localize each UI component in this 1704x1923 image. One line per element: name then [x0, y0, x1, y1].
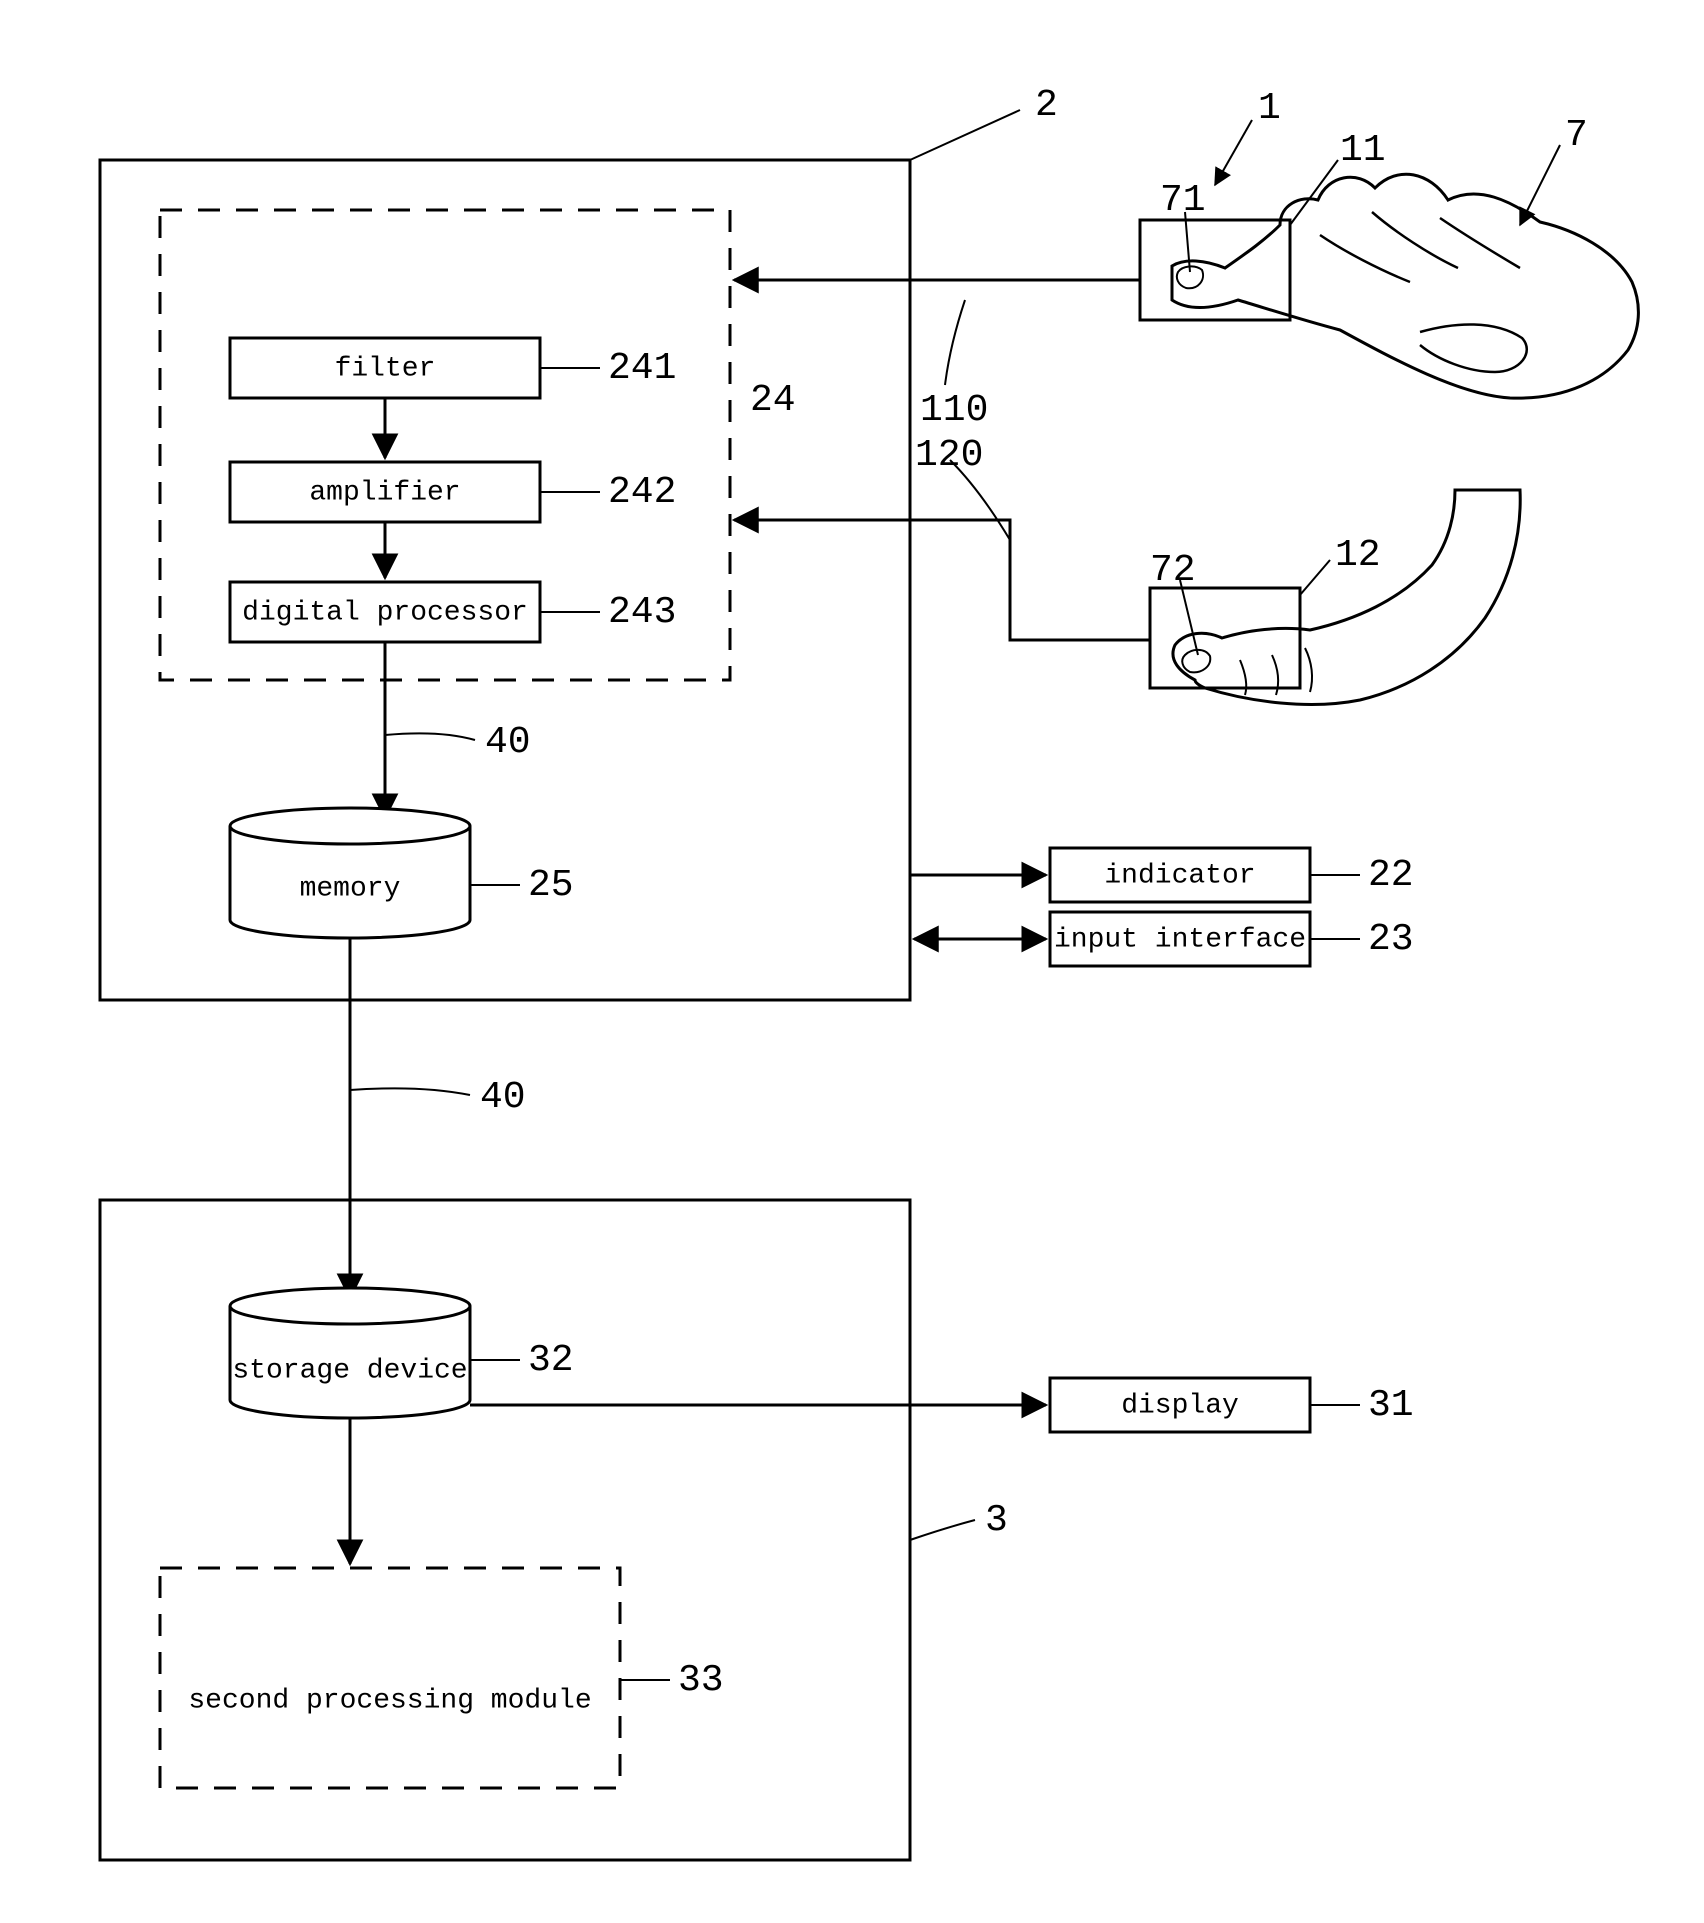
ref-2: 2	[1035, 84, 1058, 127]
ref-32: 32	[528, 1339, 574, 1382]
foot-icon	[1173, 490, 1520, 704]
ref-3: 3	[985, 1499, 1008, 1542]
label-second-processing: second processing module	[188, 1685, 591, 1716]
ref-71: 71	[1160, 179, 1206, 222]
label-indicator: indicator	[1104, 860, 1255, 891]
ref-120: 120	[915, 434, 983, 477]
ref-25: 25	[528, 864, 574, 907]
ref-33: 33	[678, 1659, 724, 1702]
ref-40-b: 40	[480, 1076, 526, 1119]
label-storage-device: storage device	[232, 1355, 467, 1386]
label-amplifier: amplifier	[309, 477, 460, 508]
cylinder-memory: memory	[230, 808, 470, 938]
ref-241: 241	[608, 347, 676, 390]
hand-icon	[1172, 174, 1638, 398]
ref-12: 12	[1335, 534, 1381, 577]
container-lower	[100, 1200, 910, 1860]
container-upper	[100, 160, 910, 1000]
ref-7: 7	[1565, 114, 1588, 157]
ref-243: 243	[608, 591, 676, 634]
box-second-processing-module	[160, 1568, 620, 1788]
arrow-foot-to-module	[734, 520, 1150, 640]
ref-11: 11	[1340, 129, 1386, 172]
cylinder-storage-device: storage device	[230, 1288, 470, 1418]
label-filter: filter	[335, 353, 436, 384]
label-memory: memory	[300, 873, 401, 904]
ref-72: 72	[1150, 549, 1196, 592]
ref-40-a: 40	[485, 721, 531, 764]
label-input-interface: input interface	[1054, 924, 1306, 955]
label-display: display	[1121, 1390, 1239, 1421]
ref-242: 242	[608, 471, 676, 514]
block-diagram: 2 24 filter 241 amplifier 242 digital pr…	[0, 0, 1704, 1923]
ref-110: 110	[920, 389, 988, 432]
ref-24: 24	[750, 379, 796, 422]
ref-22: 22	[1368, 854, 1414, 897]
ref-31: 31	[1368, 1384, 1414, 1427]
label-digital-processor: digital processor	[242, 597, 528, 628]
ref-23: 23	[1368, 918, 1414, 961]
ref-1: 1	[1258, 87, 1281, 130]
